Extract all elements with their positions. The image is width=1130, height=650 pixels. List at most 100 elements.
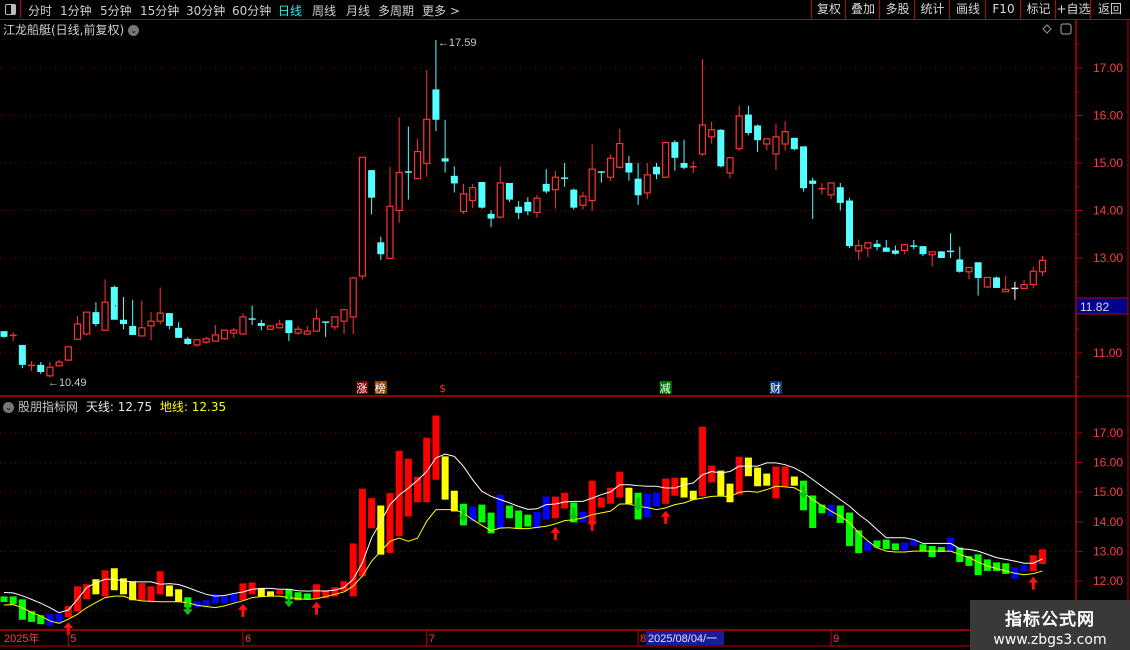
candle-body: [312, 318, 321, 332]
chevron-down-icon[interactable]: ⌄: [3, 402, 14, 413]
toolbar-button-2[interactable]: 多股: [879, 0, 915, 19]
toolbar-button-4[interactable]: 画线: [949, 0, 986, 19]
candle-body: [873, 243, 881, 248]
toolbar-button-1[interactable]: 叠加: [845, 0, 880, 19]
candle-body: [643, 174, 651, 194]
period-tab-8[interactable]: 月线: [346, 4, 371, 18]
indicator-bar: [818, 504, 826, 514]
candle-body: [239, 316, 247, 335]
candle-body: [331, 316, 339, 328]
indicator-bar: [680, 477, 688, 498]
chevron-down-icon[interactable]: ⌄: [128, 25, 140, 36]
candle: [478, 182, 486, 209]
candle-body: [616, 142, 624, 168]
candle-body: [248, 318, 256, 320]
candle: [386, 166, 394, 260]
toolbar-button-3[interactable]: 统计: [914, 0, 950, 19]
period-tab-0[interactable]: 分时: [28, 4, 53, 18]
panel-toggle-icon[interactable]: [0, 0, 21, 18]
period-tab-7[interactable]: 周线: [312, 4, 337, 18]
period-tab-10[interactable]: 更多 >: [422, 4, 460, 18]
candle: [809, 177, 817, 220]
candle-body: [138, 327, 146, 337]
period-tab-4[interactable]: 30分钟: [186, 4, 226, 18]
low-price-label: ←10.49: [48, 377, 87, 389]
indicator-bar: [202, 600, 210, 607]
indicator-bar: [496, 494, 504, 530]
candle-body: [83, 311, 91, 335]
indicator-bar: [882, 539, 890, 550]
candle: [570, 188, 578, 210]
candle: [450, 166, 458, 193]
indicator-bar: [772, 466, 780, 499]
toolbar-button-5[interactable]: F10: [985, 0, 1021, 19]
candle: [652, 163, 660, 180]
toolbar-button-0[interactable]: 复权: [811, 0, 846, 19]
indicator-bar: [165, 585, 173, 597]
sell-arrow-icon: [798, 485, 809, 499]
crosshair-price-label: 11.82: [1080, 300, 1109, 314]
candle: [561, 163, 569, 187]
candle: [726, 156, 734, 179]
candle-body: [101, 301, 109, 331]
period-tab-6[interactable]: 日线: [278, 4, 303, 18]
candle-body: [524, 201, 532, 212]
candle: [928, 251, 936, 267]
candle: [184, 336, 192, 345]
candle-body: [882, 247, 890, 252]
indicator-bar: [662, 478, 670, 504]
buy-arrow-icon: [550, 526, 561, 540]
indicator-bar: [248, 582, 256, 595]
candle-body: [377, 242, 385, 255]
candle: [423, 69, 431, 177]
candle: [717, 129, 725, 168]
toolbar-button-8[interactable]: 返回: [1090, 0, 1129, 19]
buy-arrow-icon: [63, 622, 74, 636]
candle-body: [184, 338, 192, 344]
candle-body: [386, 205, 394, 260]
period-tab-3[interactable]: 15分钟: [140, 4, 180, 18]
candle-body: [276, 323, 284, 329]
candle-body: [763, 138, 771, 145]
event-marker: 减: [660, 382, 671, 395]
candle: [64, 346, 72, 361]
watermark-logo: 指标公式网 www.zbgs3.com: [970, 600, 1130, 650]
candle: [873, 239, 881, 251]
indicator-bar: [505, 505, 513, 519]
candle-body: [211, 334, 219, 342]
candle: [257, 319, 265, 331]
candle: [395, 117, 403, 223]
candle-body: [937, 251, 945, 258]
candle-body: [956, 259, 964, 272]
period-tab-1[interactable]: 1分钟: [60, 4, 92, 18]
indicator-bar: [487, 512, 495, 534]
candle-body: [165, 313, 173, 326]
indicator-bar: [450, 490, 458, 512]
candle: [239, 313, 247, 335]
date-label: 9: [833, 633, 839, 645]
candle: [643, 163, 651, 200]
dixian-value: 12.35: [191, 400, 227, 414]
price-tick-label: 13.00: [1093, 251, 1123, 265]
toolbar-button-6[interactable]: 标记: [1020, 0, 1056, 19]
candle: [0, 331, 8, 338]
period-tab-9[interactable]: 多周期: [378, 4, 415, 18]
indicator-bar: [175, 589, 183, 602]
candle: [515, 201, 523, 220]
candle-body: [974, 262, 982, 278]
candle: [101, 279, 109, 331]
candle: [625, 155, 633, 181]
candle-body: [928, 251, 936, 256]
candle: [487, 210, 495, 228]
period-tab-2[interactable]: 5分钟: [100, 4, 132, 18]
indicator-bar: [836, 505, 844, 523]
candle-body: [744, 114, 752, 134]
candle-body: [965, 266, 973, 273]
candle-body: [845, 200, 853, 247]
candle-body: [441, 158, 449, 162]
period-tab-5[interactable]: 60分钟: [232, 4, 272, 18]
candle: [597, 171, 605, 183]
candle-body: [855, 245, 863, 252]
toolbar-button-7[interactable]: +自选: [1055, 0, 1091, 19]
